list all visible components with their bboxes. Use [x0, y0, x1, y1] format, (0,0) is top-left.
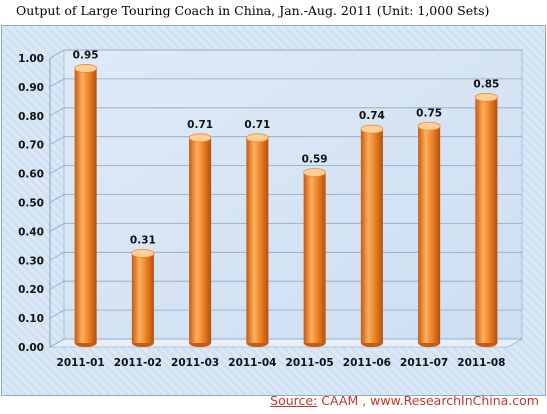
bar-top — [131, 249, 155, 258]
source-text: CAAM , www.ResearchInChina.com — [317, 393, 539, 408]
data-label: 0.95 — [73, 49, 99, 61]
y-tick-label: 0.10 — [18, 313, 44, 325]
source-note: Source: CAAM , www.ResearchInChina.com — [270, 393, 539, 408]
grid-lines — [48, 49, 524, 348]
bar — [188, 133, 212, 347]
data-label: 0.85 — [473, 78, 499, 90]
x-tick-label: 2011-07 — [400, 357, 448, 369]
bar-body — [475, 97, 498, 343]
bar — [303, 168, 327, 347]
bar — [74, 64, 98, 347]
bar-top — [360, 124, 384, 134]
gridline — [49, 49, 522, 59]
bar-body — [246, 137, 269, 343]
data-label: 0.74 — [359, 110, 385, 122]
gridline — [49, 107, 522, 117]
bar-body — [189, 137, 212, 343]
bar-top — [474, 92, 498, 102]
y-tick-label: 0.90 — [18, 82, 44, 94]
bar-body — [303, 172, 326, 343]
y-axis-ticks: 0.00 0.10 0.20 0.30 0.40 0.50 0.60 0.70 0.80 0.90… — [18, 53, 44, 354]
data-label: 0.71 — [187, 119, 213, 131]
source-label: Source: — [270, 393, 318, 408]
y-tick-label: 0.80 — [18, 111, 44, 123]
bar-top — [417, 121, 441, 131]
bar — [131, 249, 155, 347]
bar — [360, 124, 384, 347]
bar-top — [245, 133, 269, 143]
bar-body — [418, 126, 441, 343]
data-label: 0.71 — [244, 119, 270, 131]
bar-body — [131, 253, 154, 343]
x-tick-label: 2011-08 — [457, 357, 505, 369]
y-tick-label: 0.20 — [18, 284, 44, 296]
x-axis-ticks: 2011-01 2011-02 2011-03 2011-04 2011-05 2011-… — [57, 357, 506, 369]
y-tick-label: 0.70 — [18, 140, 44, 152]
x-tick-label: 2011-05 — [286, 357, 334, 369]
y-tick-label: 0.60 — [18, 169, 44, 181]
y-tick-label: 0.00 — [18, 342, 44, 354]
chart-title: Output of Large Touring Coach in China, … — [16, 3, 490, 18]
x-tick-label: 2011-04 — [228, 357, 276, 369]
plot-floor — [48, 338, 524, 348]
y-tick-label: 0.50 — [18, 198, 44, 210]
x-tick-label: 2011-06 — [343, 357, 391, 369]
bar-body — [360, 129, 383, 343]
data-label: 0.75 — [416, 107, 442, 119]
data-label: 0.59 — [302, 153, 328, 165]
bar-top — [303, 168, 327, 177]
bar-top — [74, 64, 98, 73]
y-tick-label: 1.00 — [18, 53, 44, 65]
y-tick-label: 0.40 — [18, 226, 44, 238]
bar-body — [74, 68, 97, 343]
bar-top — [188, 133, 212, 143]
y-tick-label: 0.30 — [18, 255, 44, 267]
x-tick-label: 2011-03 — [171, 357, 219, 369]
x-tick-label: 2011-02 — [114, 357, 162, 369]
bar — [245, 133, 269, 347]
x-tick-label: 2011-01 — [57, 357, 105, 369]
bars: 0.95 0.31 0.71 0.71 0.59 0.74 0.75 0.85 — [73, 49, 499, 347]
gridline — [49, 78, 522, 88]
data-label: 0.31 — [130, 234, 156, 246]
bar — [474, 92, 498, 347]
bar — [417, 121, 441, 347]
